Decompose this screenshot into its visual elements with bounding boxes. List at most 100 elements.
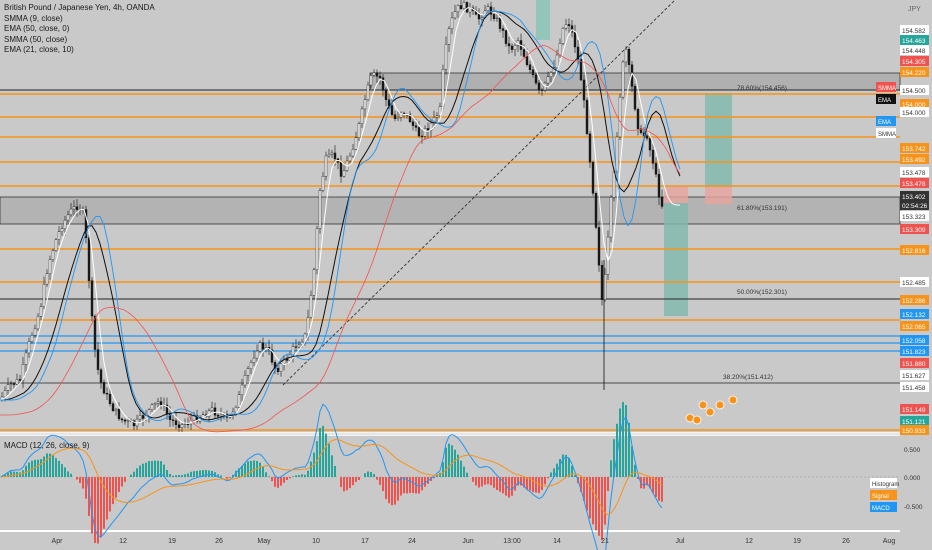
price-tag: 153.309 <box>900 224 929 234</box>
candle-body <box>333 152 337 160</box>
histogram-bar <box>181 474 183 477</box>
candle <box>357 121 361 141</box>
candle <box>411 117 415 131</box>
histogram-bar <box>523 477 525 488</box>
candle-body <box>186 423 190 425</box>
candle <box>21 356 25 389</box>
histogram-bar <box>334 465 336 477</box>
candle <box>27 337 31 358</box>
candle <box>534 72 538 85</box>
candle-body <box>438 106 442 116</box>
histogram-bar <box>58 460 60 477</box>
candle <box>93 314 97 358</box>
candle <box>600 260 604 306</box>
candle <box>249 359 253 375</box>
histogram-bar <box>559 459 561 477</box>
histogram-bar <box>130 474 132 477</box>
price-tag-label: 154.582 <box>902 28 926 35</box>
histogram-bar <box>373 474 375 477</box>
candle-body <box>258 342 262 352</box>
candle-body <box>528 64 532 70</box>
candle <box>156 397 160 409</box>
candle-body <box>309 295 313 318</box>
candle <box>459 0 463 10</box>
histogram-bar <box>445 447 447 477</box>
histogram-bar <box>85 477 87 499</box>
price-tag: 153.478 <box>900 178 929 188</box>
candles <box>0 0 664 432</box>
candle-body <box>657 174 661 198</box>
candle <box>585 97 589 136</box>
candle-body <box>411 121 415 126</box>
histogram-bar <box>319 428 321 477</box>
candle-body <box>369 75 373 86</box>
histogram-bar <box>499 477 501 492</box>
candle-body <box>531 69 535 75</box>
candle <box>651 143 655 170</box>
candle <box>24 348 28 373</box>
histogram-bar <box>502 477 504 494</box>
histogram-bar <box>283 477 285 483</box>
candle <box>138 409 142 424</box>
histogram-bar <box>127 477 129 478</box>
candle <box>342 163 346 178</box>
macd-legend[interactable]: MACD (12, 26, close, 9) <box>4 441 90 450</box>
indicator-ema50[interactable]: EMA (50, close, 0) <box>4 24 70 33</box>
candle <box>270 343 274 366</box>
candle <box>501 25 505 38</box>
price-tag-label: 154.463 <box>902 38 926 45</box>
indicator-smma50[interactable]: SMMA (50, close) <box>4 34 68 44</box>
candle-body <box>546 76 550 84</box>
histogram-bar <box>592 477 594 525</box>
histogram-bar <box>610 460 612 477</box>
candle <box>75 199 79 217</box>
histogram-bar <box>616 423 618 477</box>
candle <box>108 387 112 407</box>
candle <box>102 379 106 395</box>
price-tag-label: 152.286 <box>902 298 926 305</box>
histogram-bar <box>190 471 192 477</box>
candle <box>366 81 370 102</box>
candle-body <box>375 72 379 77</box>
histogram-bar <box>481 477 483 487</box>
histogram-bar <box>625 405 627 477</box>
candle <box>618 93 622 141</box>
price-tag-bg <box>900 370 929 380</box>
histogram-bar <box>517 477 519 486</box>
price-tag: 154.463 <box>900 35 929 45</box>
indicator-ema21[interactable]: EMA (21, close, 10) <box>4 45 74 54</box>
candle-body <box>555 54 559 68</box>
candle-body <box>141 415 145 419</box>
candle <box>105 387 109 400</box>
histogram-bar <box>43 456 45 477</box>
candle-body <box>42 283 46 307</box>
time-axis-label: 12 <box>745 538 753 545</box>
histogram-bar <box>511 477 513 496</box>
price-tag-label: 154.000 <box>902 110 926 117</box>
candle-body <box>315 228 319 270</box>
candle-body <box>444 44 448 70</box>
histogram-bar <box>28 462 30 477</box>
candle-body <box>348 155 352 162</box>
histogram-bar <box>10 471 12 477</box>
macd-tag-label: Signal <box>872 494 889 500</box>
price-tag-bg <box>900 25 929 35</box>
candle-body <box>456 5 460 12</box>
candle-body <box>321 176 325 191</box>
candle-body <box>126 420 130 422</box>
candle <box>609 194 613 243</box>
candle-body <box>576 46 580 60</box>
candle <box>6 377 10 396</box>
histogram-bar <box>286 477 288 481</box>
candle <box>12 382 16 389</box>
chart-title[interactable]: British Pound / Japanese Yen, 4h, OANDA <box>4 3 155 12</box>
indicator-smma9[interactable]: SMMA (9, close) <box>4 13 63 23</box>
price-tag-label: 150.933 <box>902 428 926 435</box>
price-tag-bg <box>900 404 929 414</box>
smma9-line <box>0 7 680 424</box>
fib-label-1: 61.80%(153.191) <box>737 205 787 212</box>
candle <box>63 216 67 236</box>
price-tag-label: 152.058 <box>902 338 926 345</box>
